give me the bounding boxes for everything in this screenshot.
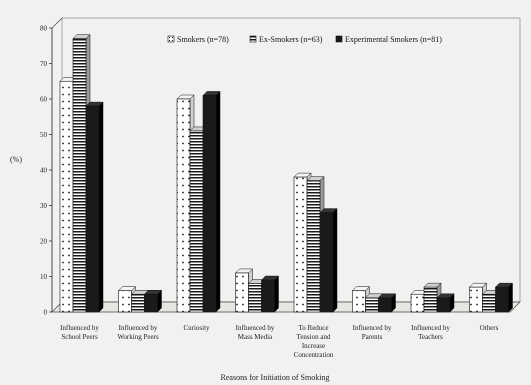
bar-side (274, 275, 279, 313)
category-label: Influenced by Mass Media (236, 324, 275, 341)
bar-solid-0 (85, 101, 104, 313)
category-label-line: Influenced by (60, 324, 99, 332)
category-label-line: Parents (362, 333, 383, 341)
bar-front (495, 286, 509, 313)
bar-solid-3 (260, 275, 280, 313)
y-tick-label: 50 (40, 131, 48, 139)
y-axis-ticks: 0 10 20 30 40 50 60 70 80 (40, 25, 52, 317)
y-axis-label: (%) (10, 155, 22, 164)
bar-front (235, 272, 249, 313)
category-label-line: Influenced by (236, 324, 275, 332)
bar-front (365, 297, 379, 313)
bar-solid-1 (143, 289, 163, 313)
category-label-line: Tension and (297, 333, 331, 341)
bar-front (410, 293, 425, 313)
bar-side (215, 90, 221, 313)
category-label-line: Mass Media (238, 333, 273, 341)
bar-front (306, 180, 321, 313)
legend-label: Experimental Smokers (n=81) (345, 35, 442, 44)
bar-front (118, 290, 132, 313)
category-label: Influenced by Teachers (411, 324, 450, 341)
y-tick-label: 70 (40, 60, 48, 68)
bar-front (482, 293, 496, 313)
category-label: Others (480, 324, 499, 332)
bar-front (248, 283, 262, 313)
bar-front (59, 80, 74, 313)
bar-front (293, 176, 308, 313)
category-label: Influenced by Working Peers (117, 324, 159, 341)
legend: Smokers (n=78) Ex-Smokers (n=63) Experimen… (167, 35, 442, 44)
y-tick-label: 40 (40, 167, 48, 175)
category-label-line: Working Peers (117, 333, 159, 341)
bar-side (98, 101, 104, 313)
legend-swatch (335, 35, 343, 43)
bar-front (85, 105, 100, 313)
category-label-line: Influenced by (353, 324, 392, 332)
bar-solid-2 (202, 90, 221, 313)
category-label-line: To Reduce (298, 324, 328, 332)
bar-front (189, 130, 204, 313)
category-label: Influenced by School Peers (60, 324, 99, 341)
bar-solid-5 (377, 293, 397, 313)
category-label: To Reduce Tension and Increase Concentratio… (294, 324, 334, 359)
bar-front (352, 290, 366, 313)
bar-front (202, 95, 217, 313)
y-tick-label: 30 (40, 202, 48, 210)
bar-front (261, 279, 275, 313)
category-label-line: Others (480, 324, 499, 332)
bar-front (423, 286, 438, 313)
category-label-line: School Peers (61, 333, 98, 341)
bar-front (144, 293, 158, 313)
bar-solid-7 (494, 282, 514, 313)
bar-front (72, 38, 87, 313)
legend-label: Ex-Smokers (n=63) (259, 35, 323, 44)
legend-label: Smokers (n=78) (177, 35, 229, 44)
left-wall-top (51, 17, 63, 29)
category-label-line: Concentration (294, 351, 334, 359)
bar-front (176, 98, 191, 313)
y-tick-label: 60 (40, 96, 48, 104)
category-label-line: Influenced by (411, 324, 450, 332)
category-label-line: Influenced by (119, 324, 158, 332)
category-label-line: Increase (302, 342, 325, 350)
bar-front (131, 293, 145, 313)
bar-front (378, 297, 392, 313)
legend-swatch (249, 35, 257, 43)
y-tick-label: 0 (44, 309, 48, 317)
bar-front (469, 286, 483, 313)
category-label: Influenced by Parents (353, 324, 392, 341)
y-tick-label: 10 (40, 273, 48, 281)
bar-front (319, 212, 334, 313)
category-label-line: Curiosity (183, 324, 210, 332)
back-wall (61, 18, 520, 303)
bar-solid-4 (319, 207, 338, 313)
y-tick-label: 80 (40, 25, 48, 33)
bar-front (436, 297, 451, 313)
y-tick-label: 20 (40, 238, 48, 246)
category-label-line: Teachers (418, 333, 443, 341)
bars (59, 34, 514, 313)
bar-side (508, 282, 513, 313)
legend-swatch (167, 35, 175, 43)
bar-solid-6 (436, 293, 455, 313)
bar-side (332, 207, 338, 313)
category-label: Curiosity (183, 324, 210, 332)
plot-frame (51, 17, 521, 313)
x-axis-label: Reasons for Initiation of Smoking (221, 373, 330, 382)
